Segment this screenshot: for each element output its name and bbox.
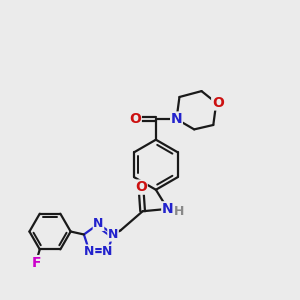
Text: N: N <box>93 218 104 230</box>
Text: N: N <box>171 112 182 126</box>
Text: N: N <box>84 245 95 258</box>
Text: O: O <box>129 112 141 126</box>
Text: N: N <box>162 202 173 216</box>
Text: O: O <box>135 180 147 194</box>
Text: N: N <box>108 228 118 241</box>
Text: H: H <box>174 205 184 218</box>
Text: F: F <box>32 256 41 270</box>
Text: N: N <box>102 245 113 258</box>
Text: O: O <box>212 96 224 110</box>
